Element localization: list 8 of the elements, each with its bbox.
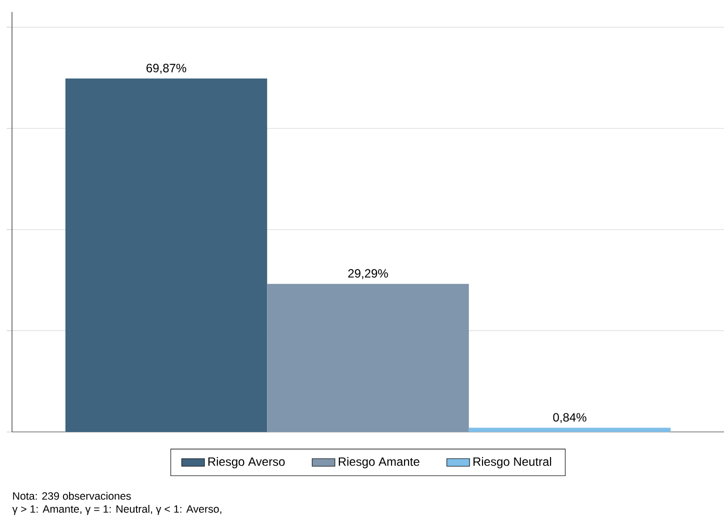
legend-label: Riesgo Averso <box>208 457 285 468</box>
data-label: 69,87% <box>146 64 186 74</box>
text: Nota: 239 observaciones <box>13 492 131 500</box>
legend-label: Riesgo Neutral <box>474 457 552 468</box>
data-label: 0,84% <box>553 413 586 424</box>
data-label: 29,29% <box>348 269 388 280</box>
text: γ > 1: Amante, γ = 1: Neutral, γ < 1: Averso, <box>12 504 222 515</box>
legend-label: Riesgo Amante <box>338 457 420 468</box>
